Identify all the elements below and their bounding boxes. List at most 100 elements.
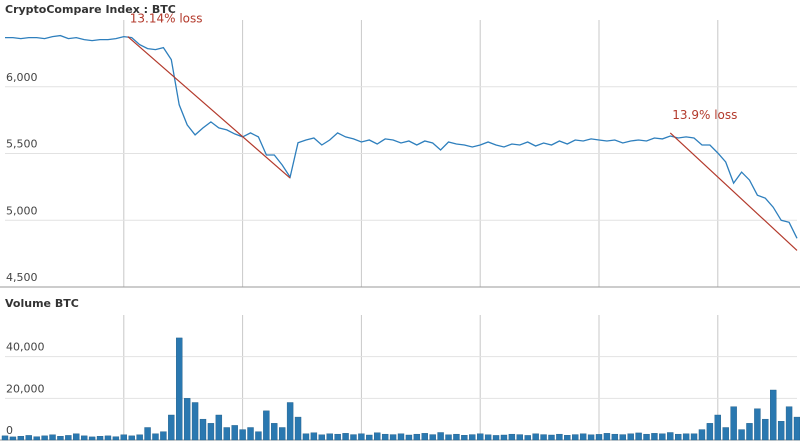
volume-bar [532,433,539,441]
volume-bar [770,389,777,441]
volume-bar [722,427,729,441]
volume-bar [350,434,357,441]
y-tick-label: 0 [6,424,13,437]
volume-bar [25,435,32,441]
volume-bar [136,434,143,441]
volume-bar [65,435,72,441]
volume-bar [389,434,397,441]
volume-bar [223,427,230,441]
volume-bar [358,433,365,441]
volume-bar [112,436,120,441]
volume-bar [603,433,611,441]
annotation: 13.14% loss [130,12,203,26]
volume-bar [1,435,9,441]
annotation: 13.9% loss [672,108,737,122]
volume-bar [207,423,215,441]
volume-bar [199,418,207,441]
volume-bar [302,433,310,441]
volume-bar [682,433,690,441]
volume-bar [215,414,223,441]
volume-bar [88,436,96,441]
trend-line [127,36,291,179]
volume-bar [120,434,128,441]
volume-bar [453,433,460,441]
volume-title: Volume BTC [5,297,79,310]
volume-bar [366,434,373,441]
volume-bar [762,418,769,441]
volume-bar [41,435,48,441]
volume-bar [635,432,642,441]
volume-bar [548,434,555,441]
volume-bar [421,433,428,441]
volume-bar [33,436,40,441]
volume-bar [104,435,112,441]
y-tick-label: 40,000 [6,341,45,354]
volume-bar [381,433,389,441]
volume-bar [579,433,587,441]
volume-bar [461,435,468,441]
volume-bar [492,435,500,441]
volume-bar [651,433,658,441]
volume-bar [706,423,714,441]
volume-bar [96,436,104,441]
volume-bar [17,436,25,441]
y-tick-label: 5,500 [6,138,38,151]
volume-bar [413,433,421,441]
volume-bar [572,434,579,441]
volume-bar [263,410,270,441]
volume-bar [714,414,721,441]
volume-bar [564,435,571,441]
volume-bar [429,434,436,441]
volume-bar [128,435,135,441]
volume-bar [690,433,698,441]
volume-bar [326,433,333,441]
volume-bar [334,433,341,441]
y-tick-label: 4,500 [6,271,38,284]
volume-bar [500,434,508,441]
volume-bar [152,433,159,441]
volume-bar [279,427,286,441]
trend-line [669,132,798,251]
volume-bar [9,436,17,441]
volume-bar [730,406,737,441]
volume-bar [667,432,674,441]
volume-bar [556,433,563,441]
volume-bar [57,436,64,441]
volume-bar [294,416,302,441]
volume-bar [80,435,88,441]
volume-bar [255,431,262,441]
volume-bar [746,423,753,441]
volume-bar [484,434,492,441]
volume-bar [342,433,349,441]
volume-bar [168,414,175,441]
volume-bar [191,402,199,441]
volume-bar [271,423,278,441]
volume-bar [144,427,151,441]
volume-bar [183,398,191,441]
volume-bar [516,434,523,441]
volume-bar [698,429,706,441]
volume-bar [231,425,238,441]
y-tick-label: 20,000 [6,382,45,395]
volume-bar [754,408,761,441]
volume-bar [659,433,666,441]
volume-bar [611,433,619,441]
price-line [5,34,798,239]
volume-bar [785,406,793,441]
price-title: CryptoCompare Index : BTC [5,3,176,16]
volume-bar [627,433,634,441]
volume-bar [397,433,405,441]
volume-bar [540,434,547,441]
y-tick-label: 5,000 [6,204,38,217]
volume-bar [469,434,476,441]
volume-bar [318,434,325,441]
volume-bar [524,435,531,441]
volume-bar [619,434,626,441]
volume-bar [286,402,294,441]
volume-bar [587,434,595,441]
volume-bar [793,416,800,441]
volume-bar [49,434,56,441]
volume-bar [405,434,413,441]
volume-bar [239,429,246,441]
